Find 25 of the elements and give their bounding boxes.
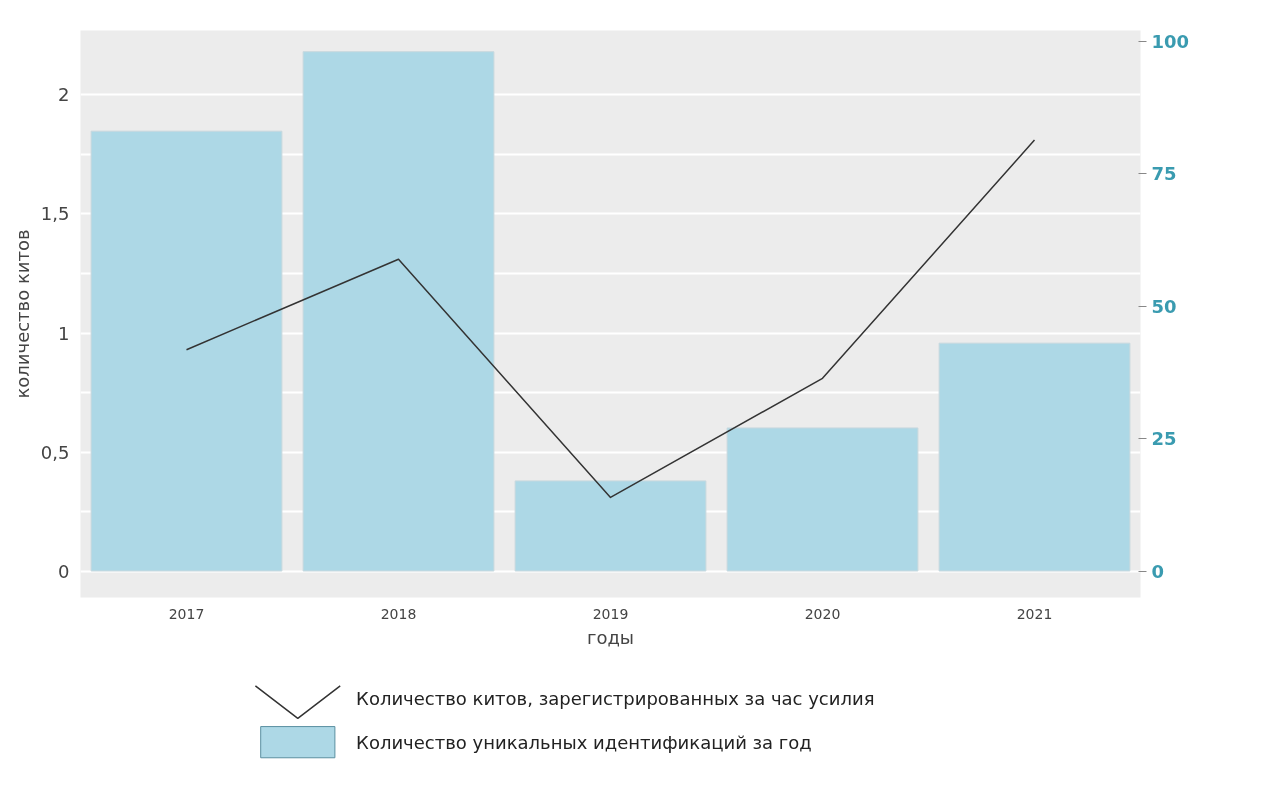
- bar: [938, 342, 1131, 572]
- x-tick-label: 2017: [168, 605, 205, 622]
- x-tick-label: 2019: [592, 605, 629, 622]
- y-tick-label: 1: [58, 322, 70, 344]
- y2-tick-label: 100: [1151, 30, 1190, 52]
- bar: [726, 427, 919, 572]
- x-tick-label: 2021: [1016, 605, 1053, 622]
- legend-label: Количество китов, зарегистрированных за час усилия: [356, 688, 875, 710]
- bar: [514, 480, 707, 572]
- bar: [302, 51, 495, 572]
- y2-tick-label: 50: [1151, 295, 1177, 317]
- y-tick-label: 1,5: [40, 203, 70, 225]
- x-tick-label: 2020: [804, 605, 841, 622]
- y-axis-title: количество китов: [11, 229, 33, 399]
- bar: [90, 130, 283, 572]
- y2-tick-label: 0: [1151, 560, 1165, 582]
- y-tick-label: 0: [58, 560, 70, 582]
- x-tick-label: 2018: [380, 605, 417, 622]
- y-tick-label: 2: [58, 84, 70, 106]
- y2-tick-label: 75: [1151, 163, 1177, 185]
- legend-label: Количество уникальных идентификаций за год: [356, 731, 812, 753]
- y-tick-label: 0,5: [40, 441, 70, 463]
- x-axis-title: годы: [586, 626, 635, 648]
- y2-tick-label: 25: [1151, 428, 1177, 450]
- line-series: [185, 139, 1036, 499]
